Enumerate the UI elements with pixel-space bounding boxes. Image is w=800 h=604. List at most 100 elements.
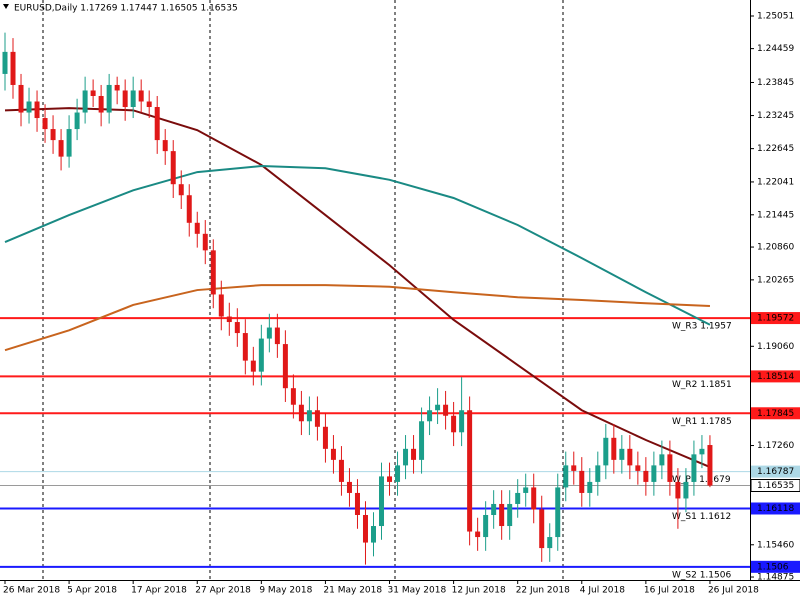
price-box [751,407,800,420]
y-tick-label: 1.23845 [757,78,794,88]
price-box [751,560,800,573]
x-tick-label: 12 Jun 2018 [452,586,506,596]
y-tick-label: 1.22645 [757,144,794,154]
candle-body [250,360,256,372]
levels-layer: W_R3 1.1957 W_R2 1.1851 W_R1 1.1785 W_PP 1.… [0,317,750,580]
price-box-label: 1.19572 [757,314,794,324]
price-box-label: 1.1506 [757,562,789,572]
y-tick-label: 1.19060 [757,342,794,352]
y-tick-label: 1.24459 [757,44,794,54]
price-box-label: 1.16535 [757,481,794,491]
candle-body [170,151,176,185]
candle-body [106,84,112,113]
candle-body [138,90,144,102]
candle-body [34,101,40,119]
candle-body [338,459,344,482]
y-tick-label: 1.25051 [757,11,794,21]
candle-body [314,410,320,427]
candle-body [154,107,160,141]
candle-body [531,487,537,510]
candle-body [226,316,232,323]
candle-body [10,51,16,85]
candle-body [266,327,272,339]
candle-body [427,410,433,422]
candle-body [58,140,64,157]
price-box-label: 1.16118 [757,504,794,514]
level-label: W_PP 1.1679 [672,475,731,485]
candle-body [515,492,521,504]
candle-body [18,84,24,113]
candle-body [210,250,216,295]
candle-body [699,448,705,455]
candle-body [82,90,88,113]
x-tick-label: 16 Jul 2018 [644,586,695,596]
candle-body [322,426,328,449]
x-tick-label: 4 Jul 2018 [580,586,625,596]
candle-body [186,195,192,223]
candle-body [26,101,32,113]
candle-body [539,509,545,549]
level-label: W_S1 1.1612 [672,512,731,522]
moving-average [4,284,710,352]
y-tick-label: 1.20265 [757,275,794,285]
candle-body [435,404,441,411]
x-tick-label: 31 May 2018 [388,586,447,596]
candle-body [234,322,240,334]
price-box-label: 1.17845 [757,409,794,419]
price-box-label: 1.16787 [757,467,794,477]
candle-body [451,415,457,433]
candle-body [459,410,465,433]
x-tick-label: 22 Jun 2018 [516,586,570,596]
candle-body [370,526,376,543]
candle-body [282,344,288,389]
candle-body [122,90,128,108]
candle-body [619,448,625,460]
candle-body [403,448,409,466]
candle-body [218,294,224,317]
candle-body [379,476,385,527]
price-box [750,479,800,493]
candle-body [651,465,657,482]
chart-title: EURUSD,Daily 1.17269 1.17447 1.16505 1.1… [14,4,238,14]
y-tick-label: 1.15460 [757,540,794,550]
y-tick-label: 1.22041 [757,177,794,187]
candle-body [194,222,200,234]
x-tick-label: 9 May 2018 [259,586,312,596]
candle-body [2,51,8,74]
symbol-icon [3,4,9,9]
price-box [751,312,800,325]
candle-body [491,503,497,515]
candle-body [178,184,184,196]
candle-body [627,448,633,466]
candle-body [683,481,689,499]
candle-body [483,514,489,538]
candle-body [50,129,56,141]
y-tick-label: 1.17260 [757,441,794,451]
candle-body [419,421,425,460]
price-box [751,370,800,383]
candle-body [643,470,649,482]
x-tick-label: 26 Mar 2018 [3,586,60,596]
price-box [751,465,800,478]
candle-body [98,95,104,113]
x-tick-label: 21 May 2018 [323,586,382,596]
x-tick-label: 17 Apr 2018 [131,586,187,596]
candle-body [346,481,352,493]
candle-body [90,90,96,96]
candle-body [354,492,360,515]
candle-body [114,84,120,91]
candle-body [74,112,80,130]
y-tick-label: 1.20860 [757,243,794,253]
candle-body [467,410,473,532]
x-tick-label: 5 Apr 2018 [67,586,117,596]
candle-body [563,465,569,488]
price-box-label: 1.18514 [757,372,794,382]
candle-body [130,90,136,108]
candle-body [395,465,401,482]
candle-body [603,437,609,466]
candle-body [146,101,152,108]
candle-body [242,333,248,361]
x-tick-label: 26 Jul 2018 [708,586,759,596]
candle-body [42,118,48,130]
